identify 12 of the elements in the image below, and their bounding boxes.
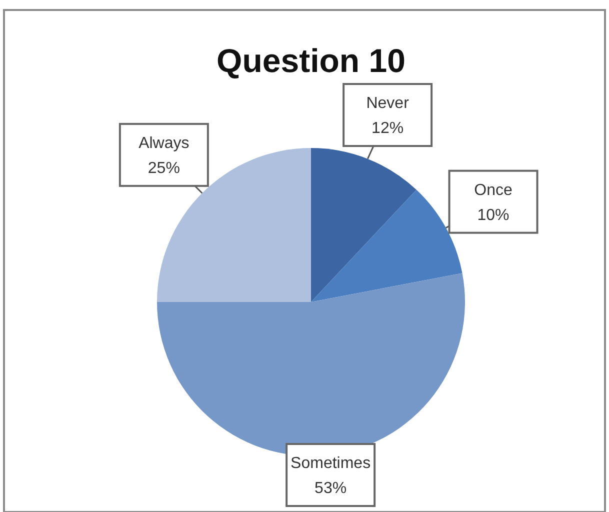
pie-slice xyxy=(311,190,462,302)
slice-label: Sometimes xyxy=(290,455,371,472)
data-label: 12% xyxy=(372,120,404,137)
data-label: 53% xyxy=(314,480,347,497)
slice-label: Once xyxy=(474,182,512,199)
chart-title: Question 10 xyxy=(216,42,406,79)
slice-label: Always xyxy=(138,134,190,152)
pie-slice xyxy=(157,273,465,456)
pie-slice xyxy=(311,148,416,302)
data-label: 10% xyxy=(477,206,510,224)
data-label: 25% xyxy=(148,160,180,177)
slice-label: Never xyxy=(366,95,410,112)
